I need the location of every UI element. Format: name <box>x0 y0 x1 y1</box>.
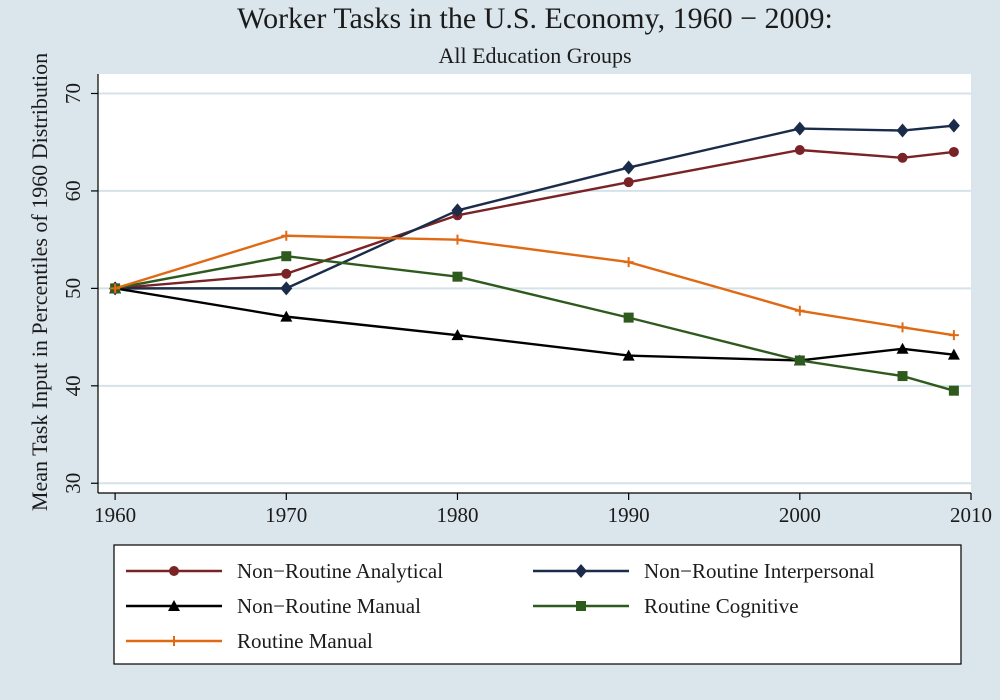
x-axis-ticks: 1960 1970 1980 1990 2000 2010 <box>94 493 992 527</box>
x-tick-label: 1960 <box>94 503 136 527</box>
marker-diamond <box>575 564 587 578</box>
marker-plus <box>169 636 179 646</box>
marker-square <box>794 355 805 366</box>
marker-triangle <box>622 349 635 361</box>
x-tick-label: 2010 <box>950 503 992 527</box>
legend-item: Non−Routine Manual <box>126 594 421 618</box>
marker-diamond <box>280 281 293 296</box>
marker-plus <box>110 283 121 294</box>
x-tick-label: 1980 <box>436 503 478 527</box>
legend-item: Non−Routine Interpersonal <box>533 559 875 583</box>
marker-diamond <box>947 118 960 133</box>
marker-plus <box>794 305 805 316</box>
x-tick-label: 2000 <box>779 503 821 527</box>
plot-area <box>98 74 971 493</box>
chart-title: Worker Tasks in the U.S. Economy, 1960 −… <box>237 2 833 35</box>
marker-circle <box>281 268 292 279</box>
marker-square <box>897 371 908 382</box>
marker-diamond <box>793 121 806 136</box>
y-tick-label: 30 <box>61 473 85 494</box>
marker-diamond <box>451 203 464 218</box>
series <box>109 118 960 296</box>
legend-label: Non−Routine Interpersonal <box>644 559 875 583</box>
marker-square <box>576 601 586 611</box>
marker-circle <box>169 566 179 576</box>
legend-item: Non−Routine Analytical <box>126 559 443 583</box>
x-tick-label: 1970 <box>265 503 307 527</box>
legend-label: Non−Routine Analytical <box>237 559 443 583</box>
marker-circle <box>623 177 634 188</box>
y-axis-ticks: 30 40 50 60 70 <box>61 83 98 494</box>
chart-subtitle: All Education Groups <box>438 43 631 68</box>
y-tick-label: 50 <box>61 278 85 299</box>
marker-plus <box>623 257 634 268</box>
series <box>110 230 959 341</box>
marker-plus <box>452 234 463 245</box>
marker-triangle <box>451 329 464 341</box>
marker-plus <box>897 322 908 333</box>
y-tick-label: 60 <box>61 180 85 201</box>
legend-label: Routine Cognitive <box>644 594 799 618</box>
marker-circle <box>948 146 959 157</box>
marker-circle <box>897 152 908 163</box>
series-layer <box>109 118 960 396</box>
x-tick-label: 1990 <box>608 503 650 527</box>
y-axis-label: Mean Task Input in Percentiles of 1960 D… <box>27 53 52 511</box>
marker-square <box>948 385 959 396</box>
marker-plus <box>281 230 292 241</box>
legend: Non−Routine Analytical Non−Routine Interp… <box>126 559 875 653</box>
marker-triangle <box>947 348 960 360</box>
marker-plus <box>948 330 959 341</box>
marker-circle <box>794 145 805 156</box>
legend-label: Non−Routine Manual <box>237 594 421 618</box>
marker-diamond <box>622 160 635 175</box>
marker-triangle <box>168 600 180 611</box>
marker-square <box>623 312 634 323</box>
marker-diamond <box>896 123 909 138</box>
y-tick-label: 40 <box>61 375 85 396</box>
legend-label: Routine Manual <box>237 629 373 653</box>
marker-square <box>452 271 463 282</box>
legend-item: Routine Cognitive <box>533 594 799 618</box>
legend-box <box>113 544 962 665</box>
marker-triangle <box>280 310 293 322</box>
y-tick-label: 70 <box>61 83 85 104</box>
legend-item: Routine Manual <box>126 629 373 653</box>
marker-triangle <box>896 342 909 354</box>
marker-square <box>281 251 292 262</box>
